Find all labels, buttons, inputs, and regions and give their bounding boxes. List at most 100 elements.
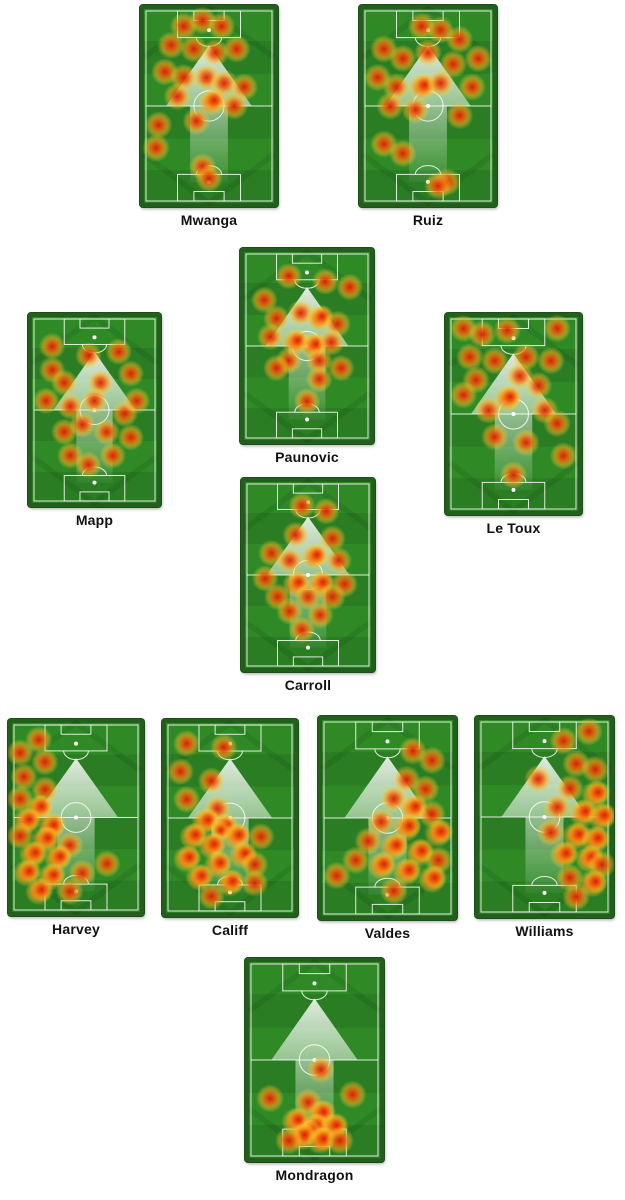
heat-spot <box>327 354 355 382</box>
heat-spot <box>498 384 523 409</box>
heat-spot <box>263 354 290 382</box>
heat-spot <box>256 1084 285 1113</box>
pitch-heatmap <box>241 478 375 672</box>
heat-spot <box>426 69 455 98</box>
heat-spot <box>458 73 486 101</box>
heat-spot <box>543 793 572 822</box>
pitch-heatmap <box>240 248 374 444</box>
player-card-carroll: Carroll <box>241 478 375 698</box>
heat-spot <box>401 95 430 124</box>
heat-spot <box>256 323 284 351</box>
heat-spot <box>524 765 553 793</box>
heat-spot <box>397 857 422 883</box>
player-name: Califf <box>211 922 249 938</box>
pitch-heatmap <box>140 5 278 207</box>
heat-spot <box>172 785 201 814</box>
heat-spot <box>543 409 571 438</box>
heat-spot <box>384 832 410 858</box>
heat-spot <box>481 347 509 375</box>
heat-spot <box>172 729 201 758</box>
heat-spot <box>241 869 269 897</box>
heat-spot <box>586 779 611 805</box>
heat-spot <box>32 387 60 415</box>
heat-spot <box>306 601 334 629</box>
heat-spot <box>117 360 145 387</box>
heat-spot <box>38 332 66 360</box>
heat-spot <box>371 851 397 877</box>
heat-spot <box>220 92 249 120</box>
heat-spot <box>202 831 227 856</box>
heat-spot <box>31 748 59 776</box>
heat-spot <box>414 38 442 67</box>
player-card-harvey: Harvey <box>8 719 144 942</box>
heat-spot <box>144 111 173 139</box>
pitch-svg <box>318 716 457 920</box>
heat-spot <box>306 1055 335 1084</box>
heat-spot <box>318 525 346 553</box>
heat-spot <box>417 746 446 775</box>
heat-spot <box>322 861 351 890</box>
heat-spot <box>524 371 553 400</box>
heat-spot <box>468 320 496 348</box>
heat-spot <box>81 387 108 415</box>
heat-spot <box>397 813 422 838</box>
heat-spot <box>163 82 192 111</box>
player-name: Mwanga <box>180 212 238 228</box>
player-card-valdes: Valdes <box>318 716 457 946</box>
heat-spot <box>105 338 133 366</box>
heat-spot <box>481 423 509 451</box>
heat-spot <box>10 763 38 791</box>
heat-spot <box>388 139 417 168</box>
heat-spot <box>305 365 333 393</box>
heat-spot <box>474 396 503 424</box>
heat-spot <box>549 442 578 470</box>
heat-spot <box>8 739 34 767</box>
player-name: Mapp <box>75 512 114 528</box>
player-name: Le Toux <box>486 520 541 536</box>
pitch-heatmap <box>8 719 144 916</box>
heat-spot <box>554 840 579 866</box>
player-name: Harvey <box>52 921 100 937</box>
heat-spot <box>464 44 493 73</box>
pitch-svg <box>359 5 497 207</box>
pitch-svg <box>8 719 144 916</box>
heat-spot <box>338 1080 367 1109</box>
heat-spot <box>305 347 333 375</box>
heat-spot <box>429 819 454 844</box>
pitch-svg <box>445 313 582 515</box>
heat-spot <box>99 442 126 469</box>
heat-spot <box>275 1126 304 1155</box>
pitch-heatmap <box>445 313 582 515</box>
player-card-williams: Williams <box>475 716 614 944</box>
heat-spot <box>499 461 528 489</box>
heat-spot <box>195 164 223 193</box>
heat-spot <box>493 316 521 345</box>
heat-spot <box>50 369 78 397</box>
heat-spot <box>276 547 304 574</box>
heat-spot <box>23 840 48 865</box>
heat-spot <box>586 825 611 851</box>
heat-spot <box>288 492 316 520</box>
heat-spot <box>456 343 484 371</box>
player-name: Ruiz <box>412 212 444 228</box>
heat-spot <box>123 387 151 415</box>
pitch-svg <box>245 958 384 1162</box>
heat-spot <box>537 347 565 375</box>
heat-spot <box>180 35 208 63</box>
heat-spot <box>592 802 614 828</box>
pitch-svg <box>241 478 375 672</box>
pitch-heatmap <box>318 716 457 920</box>
heat-spot <box>29 877 54 902</box>
heat-spot <box>449 381 478 409</box>
heat-spot <box>288 616 316 644</box>
heat-spot <box>549 727 578 755</box>
heat-spot <box>222 35 251 63</box>
player-card-letoux: Le Toux <box>445 313 582 541</box>
pitch-heatmap <box>359 5 497 207</box>
heat-spot <box>207 12 236 41</box>
player-name: Valdes <box>364 925 411 941</box>
heat-spot <box>325 547 352 574</box>
player-name: Mondragon <box>275 1167 354 1183</box>
heat-spot <box>581 755 610 784</box>
heat-spot <box>75 451 102 478</box>
